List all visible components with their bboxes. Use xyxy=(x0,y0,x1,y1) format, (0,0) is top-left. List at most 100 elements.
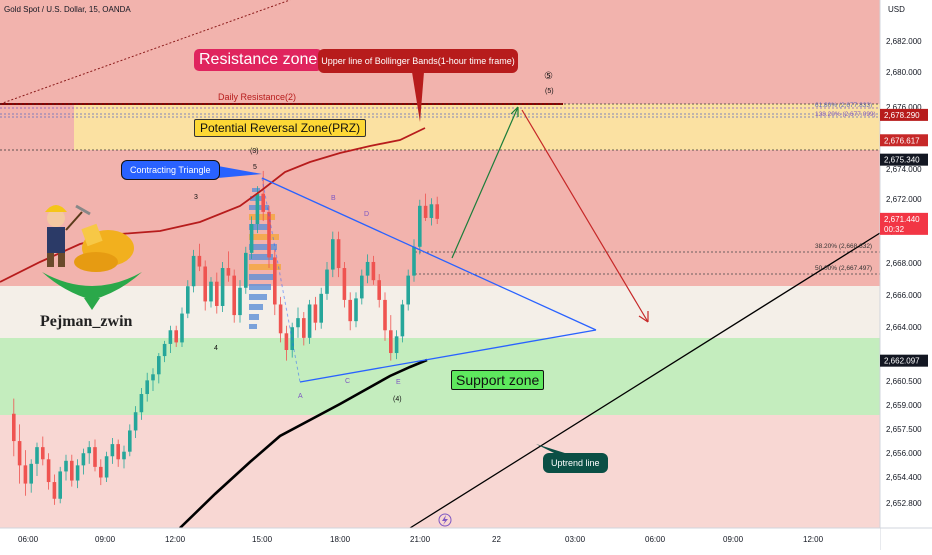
candle xyxy=(58,466,62,504)
time-tick-label: 12:00 xyxy=(165,535,186,544)
time-tick-label: 12:00 xyxy=(803,535,824,544)
neutral-band xyxy=(0,286,880,338)
bollinger-callout: Upper line of Bollinger Bands(1-hour tim… xyxy=(318,49,518,73)
wave-label-5-paren: (5) xyxy=(545,88,554,95)
candle xyxy=(302,312,306,346)
candle xyxy=(41,436,45,466)
candle xyxy=(394,330,399,360)
candle xyxy=(435,196,439,225)
candle xyxy=(52,474,57,505)
wave-label-3: 3 xyxy=(194,194,198,201)
candle xyxy=(46,453,51,490)
miner-mascot-logo xyxy=(42,204,142,310)
wave-label-5: 5 xyxy=(253,164,257,171)
price-tick-label: 2,664.000 xyxy=(886,323,922,332)
time-tick-label: 09:00 xyxy=(95,535,116,544)
candle xyxy=(186,280,190,319)
prz-callout: Potential Reversal Zone(PRZ) xyxy=(194,119,367,137)
bollinger-callout-pointer xyxy=(412,72,424,122)
candles-group xyxy=(12,170,439,505)
price-axis-panel[interactable] xyxy=(880,0,932,550)
candle xyxy=(238,280,242,323)
fib-label-382: 38.20% (2,668.832) xyxy=(815,243,872,250)
wave-label-c: C xyxy=(345,378,350,385)
lightning-icon[interactable] xyxy=(438,513,452,527)
candle xyxy=(278,296,283,343)
price-badge: 2,675.340 xyxy=(880,153,928,166)
wave-label-3-paren: (3) xyxy=(250,148,259,155)
price-tick-label: 2,666.000 xyxy=(886,291,922,300)
candle xyxy=(139,387,144,420)
time-tick-label: 18:00 xyxy=(330,535,351,544)
candle xyxy=(383,292,387,341)
candle xyxy=(313,296,318,331)
contracting-triangle xyxy=(261,177,597,383)
price-tick-label: 2,674.000 xyxy=(886,165,922,174)
candle xyxy=(99,459,103,486)
fib-labels: 61.80% (2,677.833) 138.20% (2,677.099) 3… xyxy=(815,102,876,272)
uptrend-line-callout: Uptrend line xyxy=(543,453,608,473)
candle xyxy=(389,315,393,361)
candle xyxy=(157,353,161,384)
candle xyxy=(17,424,22,484)
price-tick-label: 2,659.000 xyxy=(886,401,922,410)
candle xyxy=(284,325,289,361)
candle xyxy=(29,459,33,493)
candle xyxy=(220,261,225,313)
candle xyxy=(133,406,138,439)
candle xyxy=(191,249,196,293)
candle xyxy=(371,255,376,285)
projection-down-arrow xyxy=(521,109,649,323)
wave-label-5-circle: ⑤ xyxy=(544,71,553,82)
candle xyxy=(365,254,370,284)
candle xyxy=(377,274,381,308)
candle xyxy=(104,451,109,483)
price-badges: 2,678.290 2,676.617 2,675.340 2,671.44000:3… xyxy=(880,108,928,367)
candle xyxy=(354,292,358,328)
symbol-title: Gold Spot / U.S. Dollar, 15, OANDA xyxy=(4,5,131,14)
candle xyxy=(307,299,312,344)
candle xyxy=(325,261,329,300)
price-badge-label: 2,662.097 xyxy=(884,357,920,366)
candle xyxy=(331,231,335,278)
wave-label-4-paren: (4) xyxy=(393,396,402,403)
time-tick-label: 03:00 xyxy=(565,535,586,544)
price-badge: 2,678.290 xyxy=(880,108,928,121)
candle xyxy=(348,292,352,331)
price-tick-label: 2,676.000 xyxy=(886,103,922,112)
candle xyxy=(296,307,300,338)
candle xyxy=(70,454,74,487)
time-tick-label: 22 xyxy=(492,535,501,544)
time-tick-label: 06:00 xyxy=(645,535,666,544)
price-badge-label: 2,675.340 xyxy=(884,156,920,165)
projection-up-arrow xyxy=(451,106,519,259)
time-tick-label: 21:00 xyxy=(410,535,431,544)
price-tick-label: 2,656.000 xyxy=(886,449,922,458)
price-badge-label: 2,671.440 xyxy=(884,215,920,224)
wave-label-4: 4 xyxy=(214,345,218,352)
fib-label-618: 61.80% (2,677.833) xyxy=(815,102,872,109)
wave-label-d: D xyxy=(364,211,369,218)
candle xyxy=(273,249,277,316)
resistance-zone-callout: Resistance zone xyxy=(194,49,323,71)
candle xyxy=(151,368,155,391)
candle xyxy=(87,441,91,464)
wave-labels: (3) 5 3 4 B D A C E (4) ⑤ (5) xyxy=(194,71,554,403)
candle xyxy=(249,216,254,259)
candle xyxy=(360,269,364,305)
candle xyxy=(423,193,428,221)
fib-label-500: 50.00% (2,667.497) xyxy=(815,265,872,272)
price-badge: 2,662.097 xyxy=(880,354,928,367)
contracting-triangle-callout: Contracting Triangle xyxy=(121,160,220,180)
time-axis-panel[interactable] xyxy=(0,528,880,550)
candle xyxy=(35,442,39,476)
daily-resistance-label: Daily Resistance(2) xyxy=(218,92,296,102)
upper-trend-dotted-line xyxy=(0,0,291,105)
candle xyxy=(180,307,184,347)
price-tick-label: 2,654.400 xyxy=(886,473,922,482)
currency-label[interactable]: USD xyxy=(888,5,905,14)
candle xyxy=(226,251,231,282)
